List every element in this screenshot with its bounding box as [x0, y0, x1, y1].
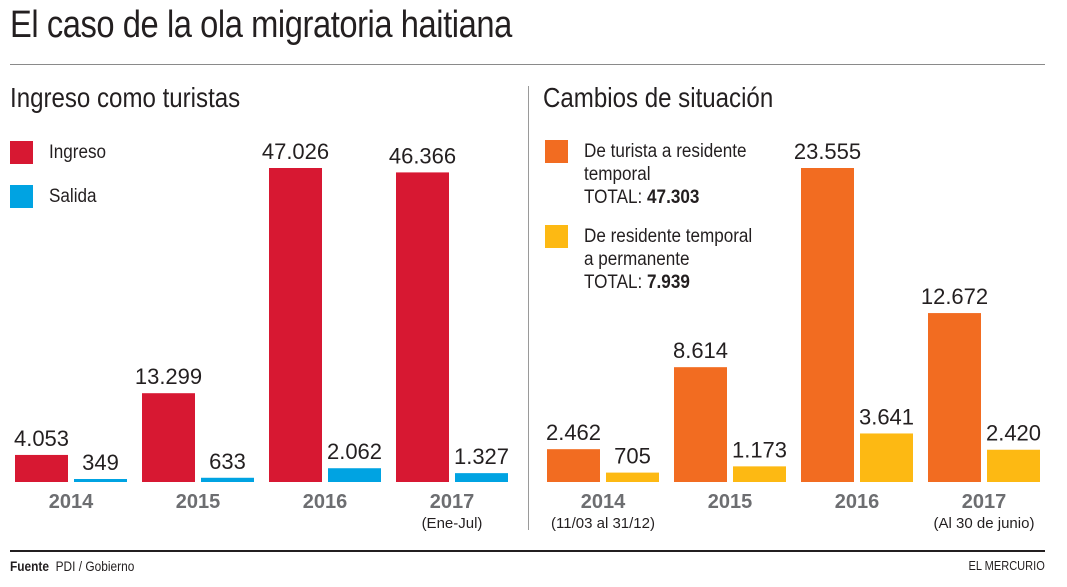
x-tick-label: 2014 — [49, 491, 94, 513]
bar-turistas-1-2015 — [201, 477, 254, 482]
title-divider — [10, 64, 1045, 65]
data-label: 23.555 — [794, 139, 861, 164]
data-label: 2.062 — [327, 439, 382, 464]
bar-turistas-1-2016 — [328, 468, 381, 482]
legend-line: De turista a residente — [584, 141, 747, 162]
footer-source-value: PDI / Gobierno — [55, 558, 135, 574]
data-label: 633 — [209, 449, 246, 474]
x-tick-note: (11/03 al 31/12) — [551, 515, 655, 532]
x-tick-note: (Ene-Jul) — [422, 515, 483, 532]
legend-line: De residente temporal — [584, 226, 753, 247]
data-label: 2.462 — [546, 420, 601, 445]
bar-cambios-0-2014 — [547, 449, 600, 482]
legend-total-label: TOTAL: — [584, 187, 643, 208]
data-label: 4.053 — [14, 426, 69, 451]
x-tick-label: 2015 — [176, 491, 221, 513]
x-tick-label: 2016 — [303, 491, 348, 513]
data-label: 12.672 — [921, 284, 988, 309]
footer-brand: EL MERCURIO — [968, 558, 1045, 573]
data-label: 46.366 — [389, 143, 456, 168]
legend-item-residente-permanente: De residente temporal a permanente TOTAL… — [545, 225, 771, 294]
bar-cambios-1-2014 — [606, 472, 659, 482]
bar-turistas-1-2017 — [455, 473, 508, 482]
bar-turistas-0-2016 — [269, 168, 322, 482]
legend-total: TOTAL: 47.303 — [584, 186, 747, 209]
x-tick-label: 2017 — [962, 491, 1007, 513]
x-tick-label: 2016 — [835, 491, 880, 513]
legend-total-value: 7.939 — [647, 272, 690, 293]
data-label: 47.026 — [262, 139, 329, 164]
page-title: El caso de la ola migratoria haitiana — [10, 4, 512, 46]
x-tick-label: 2015 — [708, 491, 753, 513]
bar-cambios-1-2015 — [733, 466, 786, 482]
legend-total-value: 47.303 — [647, 187, 700, 208]
data-label: 2.420 — [986, 421, 1041, 446]
chart-title-ingreso: Ingreso como turistas — [10, 82, 241, 113]
x-tick-note: (Al 30 de junio) — [934, 515, 1035, 532]
legend-text-residente-permanente: De residente temporal a permanente TOTAL… — [584, 225, 752, 294]
footer-source: Fuente PDI / Gobierno — [10, 558, 134, 574]
data-label: 8.614 — [673, 338, 728, 363]
x-tick-label: 2017 — [430, 491, 475, 513]
bar-turistas-1-2014 — [74, 479, 127, 482]
bar-turistas-0-2017 — [396, 172, 449, 482]
legend-item-ingreso: Ingreso — [10, 141, 112, 164]
bar-turistas-0-2015 — [142, 393, 195, 482]
bar-cambios-1-2017 — [987, 449, 1040, 482]
legend-line: a permanente — [584, 249, 690, 270]
data-label: 705 — [614, 444, 651, 469]
legend-total: TOTAL: 7.939 — [584, 271, 752, 294]
legend-label-salida: Salida — [49, 186, 97, 207]
data-label: 3.641 — [859, 404, 914, 429]
section-divider — [528, 86, 529, 530]
footer-source-label: Fuente — [10, 558, 50, 574]
legend-swatch-residente-permanente — [545, 225, 568, 248]
bar-cambios-0-2016 — [801, 168, 854, 482]
bar-turistas-0-2014 — [15, 454, 68, 482]
data-label: 349 — [82, 450, 119, 475]
data-label: 1.327 — [454, 444, 509, 469]
footer-divider — [10, 550, 1045, 552]
data-label: 1.173 — [732, 437, 787, 462]
bar-cambios-0-2015 — [674, 367, 727, 482]
legend-item-salida: Salida — [10, 185, 102, 208]
legend-line: temporal — [584, 164, 651, 185]
legend-swatch-ingreso — [10, 141, 33, 164]
x-tick-label: 2014 — [581, 491, 626, 513]
legend-total-label: TOTAL: — [584, 272, 643, 293]
legend-swatch-salida — [10, 185, 33, 208]
bar-cambios-0-2017 — [928, 313, 981, 482]
legend-text-turista-residente: De turista a residente temporal TOTAL: 4… — [584, 140, 747, 209]
chart-title-cambios: Cambios de situación — [543, 82, 774, 113]
data-label: 13.299 — [135, 364, 202, 389]
bar-cambios-1-2016 — [860, 433, 913, 482]
legend-label-ingreso: Ingreso — [49, 142, 107, 163]
legend-swatch-turista-residente — [545, 140, 568, 163]
legend-item-turista-residente: De turista a residente temporal TOTAL: 4… — [545, 140, 765, 209]
